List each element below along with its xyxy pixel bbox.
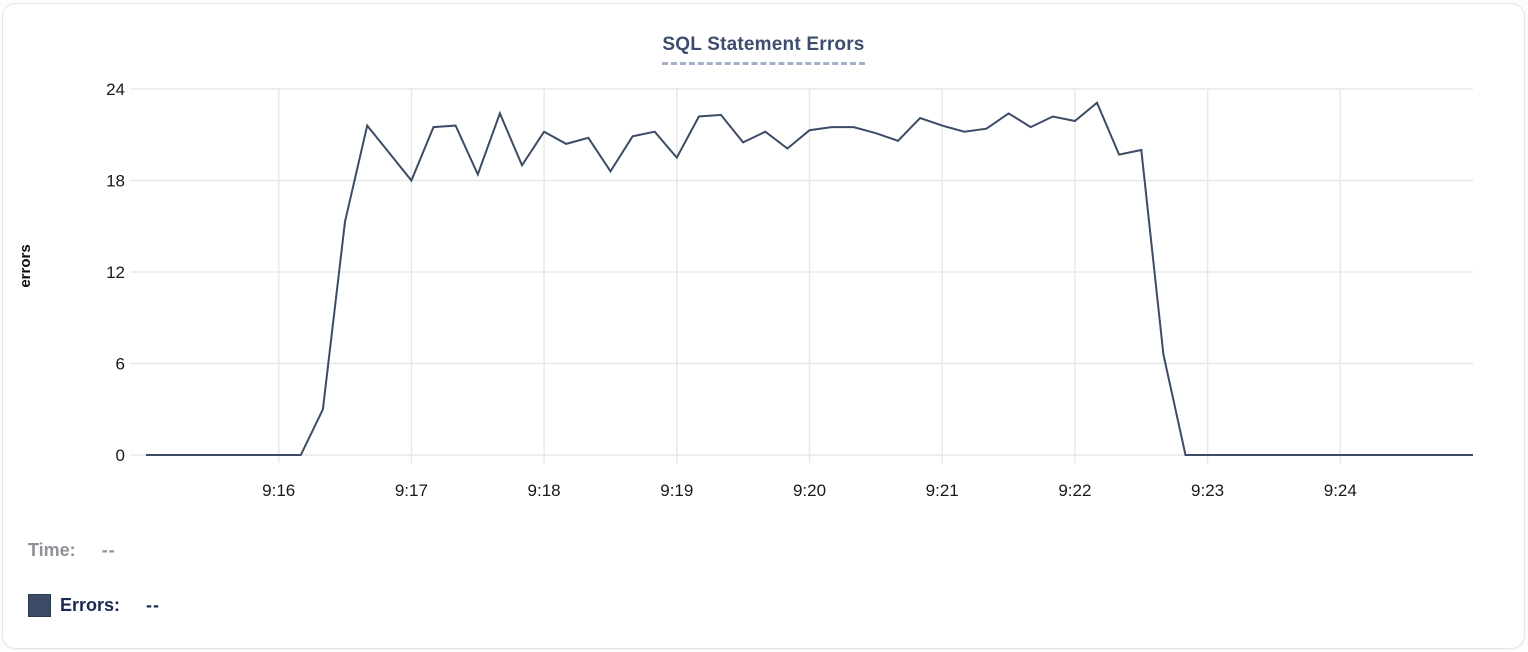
chart-canvas[interactable]: 0 6 12 18 24 9:16 9:17 9:18 9:19 9:20 9:21 9:22 9:23…	[3, 4, 1525, 524]
y-tick-label: 18	[106, 172, 125, 191]
tooltip-time-row: Time: --	[28, 537, 528, 563]
chart-card: SQL Statement Errors errors 0 6 12 18 24 9:16…	[2, 3, 1525, 649]
y-tick-label: 6	[116, 355, 125, 374]
chart-legend: Time: -- Errors: --	[28, 537, 528, 618]
x-tick-label: 9:19	[660, 481, 693, 500]
x-tick-label: 9:23	[1191, 481, 1224, 500]
errors-series-swatch	[28, 593, 51, 617]
x-tick-label: 9:24	[1324, 481, 1357, 500]
chart-header: SQL Statement Errors	[3, 34, 1524, 65]
errors-series-line	[146, 101, 1473, 456]
x-tick-label: 9:18	[528, 481, 561, 500]
time-value: --	[101, 539, 116, 560]
x-tick-label: 9:21	[926, 481, 959, 500]
x-tick-label: 9:20	[793, 481, 826, 500]
errors-label: Errors:	[60, 594, 121, 615]
legend-errors-row[interactable]: Errors: --	[28, 592, 528, 618]
errors-value: --	[146, 594, 161, 615]
y-tick-label: 0	[116, 446, 125, 465]
x-tick-label: 9:22	[1058, 481, 1091, 500]
y-tick-label: 12	[106, 263, 125, 282]
x-tick-label: 9:16	[262, 481, 295, 500]
y-tick-label: 24	[106, 80, 125, 99]
x-tick-label: 9:17	[395, 481, 428, 500]
time-label: Time:	[28, 539, 76, 560]
chart-title[interactable]: SQL Statement Errors	[662, 34, 865, 65]
